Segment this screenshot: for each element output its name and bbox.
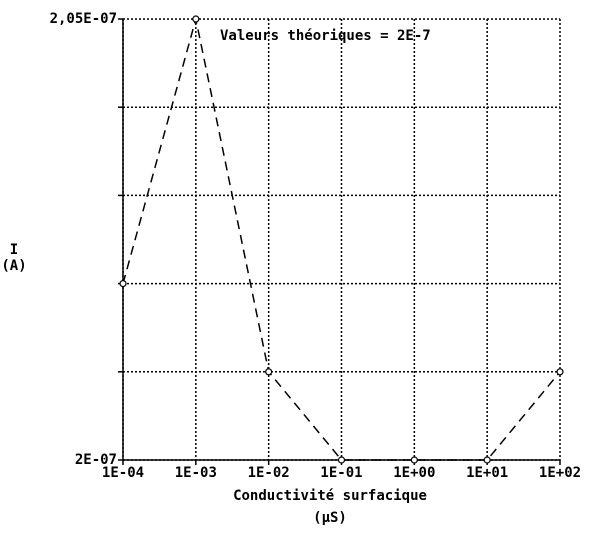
data-point — [192, 15, 200, 23]
y-tick-label: 2,05E-07 — [50, 11, 117, 27]
x-tick-label: 1E-04 — [102, 465, 144, 481]
x-tick-label: 1E+00 — [393, 465, 435, 481]
y-tick-label: 2E-07 — [75, 452, 117, 468]
x-tick-label: 1E+01 — [466, 465, 508, 481]
x-axis-label: Conductivité surfacique — [233, 488, 427, 504]
data-point — [410, 456, 418, 464]
x-tick-label: 1E-01 — [320, 465, 362, 481]
data-point — [483, 456, 491, 464]
x-tick-label: 1E-03 — [175, 465, 217, 481]
data-point — [556, 368, 564, 376]
data-point — [119, 280, 127, 288]
y-axis-label: I — [10, 242, 18, 258]
x-tick-label: 1E-02 — [248, 465, 290, 481]
annotation: Valeurs théoriques = 2E-7 — [220, 28, 431, 44]
x-axis-label: (µS) — [313, 510, 347, 526]
y-axis-label: (A) — [1, 258, 26, 274]
data-point — [265, 368, 273, 376]
x-tick-label: 1E+02 — [539, 465, 581, 481]
data-point — [337, 456, 346, 464]
